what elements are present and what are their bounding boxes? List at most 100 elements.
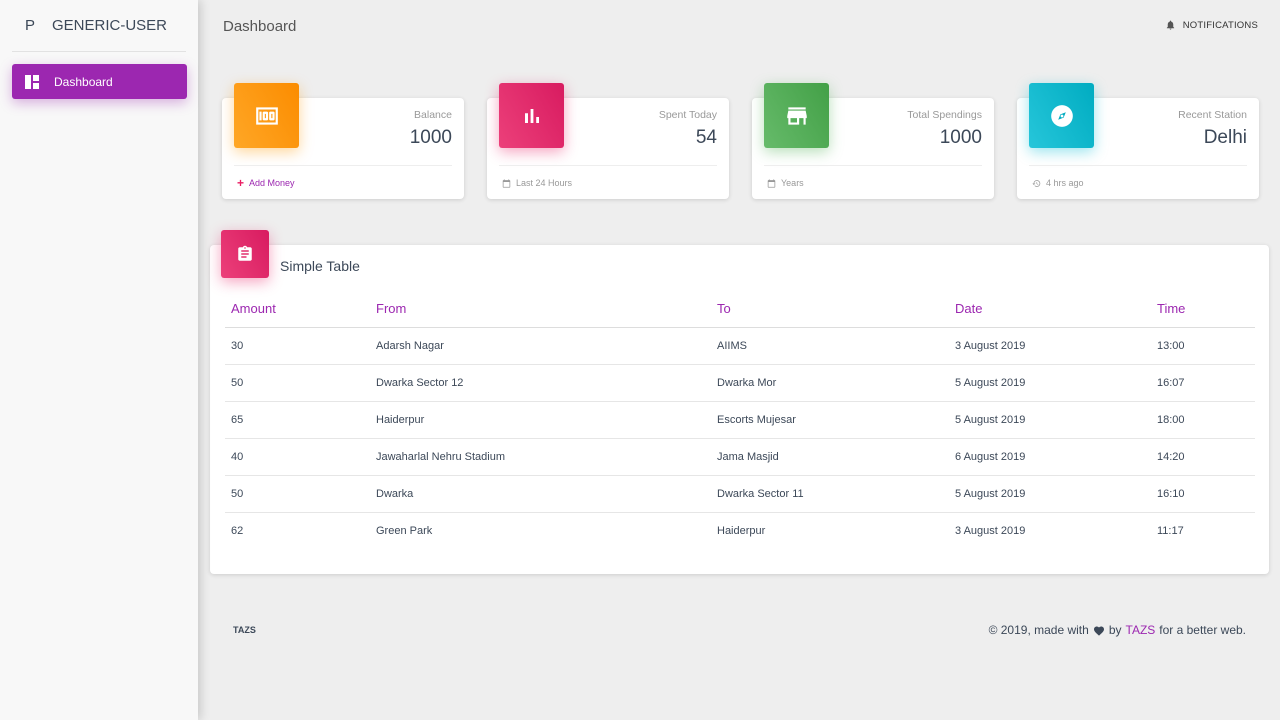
simple-table-card: Simple Table Amount From To Date Time 30…: [210, 230, 1269, 574]
stat-footer: Last 24 Hours: [502, 178, 572, 188]
stat-category: Recent Station: [1178, 109, 1247, 121]
cell-date: 3 August 2019: [949, 327, 1151, 365]
table-title: Simple Table: [280, 258, 360, 274]
cell-amount: 65: [225, 401, 370, 439]
cell-amount: 62: [231, 524, 244, 537]
stat-icon-box: [1029, 83, 1094, 148]
stat-footer-label: Years: [781, 178, 804, 188]
calendar-icon: [767, 178, 776, 188]
cell-to: Escorts Mujesar: [711, 401, 949, 439]
copyright-suffix: for a better web.: [1159, 623, 1246, 637]
stat-icon-box: [764, 83, 829, 148]
table-icon-box: [221, 230, 269, 278]
cell-from: Green Park: [376, 524, 433, 537]
divider: [1029, 165, 1247, 166]
cell-to: Dwarka Mor: [711, 364, 949, 402]
cell-time: 16:10: [1151, 475, 1255, 513]
cell-from: Haiderpur: [370, 401, 711, 439]
sidebar-item-dashboard[interactable]: Dashboard: [12, 64, 187, 99]
cell-from: Adarsh Nagar: [370, 327, 711, 365]
cell-amount: 30: [225, 327, 370, 365]
notifications-button[interactable]: NOTIFICATIONS: [1165, 19, 1258, 31]
cell-from: Dwarka: [370, 475, 711, 513]
divider: [499, 165, 717, 166]
stat-footer: Years: [767, 178, 804, 188]
footer-copyright: © 2019, made with by TAZS for a better w…: [989, 623, 1246, 637]
cell-date: 5 August 2019: [949, 475, 1151, 513]
brand-name: GENERIC-USER: [52, 17, 168, 34]
cell-to: Haiderpur: [717, 524, 766, 537]
cell-from: Jawaharlal Nehru Stadium: [370, 438, 711, 476]
cell-date: 5 August 2019: [949, 401, 1151, 439]
stat-value: 54: [695, 127, 717, 148]
stat-value: Delhi: [1203, 127, 1247, 148]
compass-icon: [1050, 104, 1073, 127]
stat-card-balance: Balance 1000 + Add Money: [222, 83, 464, 199]
add-money-label: Add Money: [249, 178, 295, 188]
notifications-label: NOTIFICATIONS: [1182, 19, 1258, 31]
brand-mini-logo: P: [25, 17, 36, 34]
cell-date: 6 August 2019: [949, 438, 1151, 476]
cell-to: AIIMS: [711, 327, 949, 365]
plus-icon: +: [237, 175, 245, 190]
sidebar: P GENERIC-USER Dashboard: [0, 0, 198, 720]
column-header-to: To: [711, 290, 949, 328]
bar-chart-icon: [524, 108, 539, 123]
clipboard-icon: [238, 245, 252, 261]
copyright-by: by: [1108, 623, 1122, 637]
money-icon: [255, 106, 278, 125]
cell-time: 13:00: [1151, 327, 1255, 365]
cell-date: 3 August 2019: [955, 524, 1026, 537]
footer-link-tazs-credit[interactable]: TAZS: [1125, 623, 1156, 637]
stat-icon-box: [234, 83, 299, 148]
stat-footer: 4 hrs ago: [1032, 178, 1084, 188]
store-icon: [786, 106, 807, 125]
footer-link-tazs[interactable]: TAZS: [233, 625, 256, 635]
table-row: 30 Adarsh Nagar AIIMS 3 August 2019 13:0…: [225, 327, 1255, 365]
cell-to: Dwarka Sector 11: [711, 475, 949, 513]
brand[interactable]: P GENERIC-USER: [12, 0, 186, 52]
cell-time: 16:07: [1151, 364, 1255, 402]
stat-value: 1000: [409, 127, 452, 148]
history-icon: [1032, 179, 1041, 187]
add-money-link[interactable]: + Add Money: [237, 175, 295, 190]
stat-card-total-spendings: Total Spendings 1000 Years: [752, 83, 994, 199]
column-header-time: Time: [1151, 290, 1255, 328]
stat-value: 1000: [939, 127, 982, 148]
cell-amount: 50: [225, 364, 370, 402]
dashboard-icon: [25, 74, 39, 89]
stat-icon-box: [499, 83, 564, 148]
column-header-from: From: [370, 290, 711, 328]
divider: [764, 165, 982, 166]
calendar-icon: [502, 178, 511, 188]
column-header-date: Date: [949, 290, 1151, 328]
bell-icon: [1166, 20, 1174, 30]
cell-date: 5 August 2019: [949, 364, 1151, 402]
cell-time: 18:00: [1151, 401, 1255, 439]
stat-footer-label: Last 24 Hours: [516, 178, 573, 188]
stat-footer-label: 4 hrs ago: [1046, 178, 1084, 188]
page-title: Dashboard: [223, 18, 297, 35]
cell-time: 14:20: [1151, 438, 1255, 476]
sidebar-item-label: Dashboard: [54, 74, 113, 89]
table-row: 50 Dwarka Dwarka Sector 11 5 August 2019…: [225, 475, 1255, 513]
table-row: 65 Haiderpur Escorts Mujesar 5 August 20…: [225, 401, 1255, 439]
copyright-prefix: © 2019, made with: [988, 623, 1089, 637]
stat-card-spent-today: Spent Today 54 Last 24 Hours: [487, 83, 729, 199]
cell-time: 11:17: [1157, 524, 1184, 537]
table-row: 62 Green Park Haiderpur 3 August 2019 11…: [225, 512, 1255, 549]
cell-from: Dwarka Sector 12: [370, 364, 711, 402]
cell-to: Jama Masjid: [711, 438, 949, 476]
stat-category: Balance: [414, 109, 452, 121]
cell-amount: 50: [225, 475, 370, 513]
stat-card-recent-station: Recent Station Delhi 4 hrs ago: [1017, 83, 1259, 199]
heart-icon: [1093, 626, 1104, 636]
table-row: 50 Dwarka Sector 12 Dwarka Mor 5 August …: [225, 364, 1255, 402]
stat-category: Total Spendings: [907, 109, 982, 121]
column-header-amount: Amount: [225, 290, 370, 328]
cell-amount: 40: [225, 438, 370, 476]
table-row: 40 Jawaharlal Nehru Stadium Jama Masjid …: [225, 438, 1255, 476]
table-header-row: Amount From To Date Time: [225, 290, 1255, 328]
trips-table: Amount From To Date Time 30 Adarsh Nagar…: [225, 290, 1255, 549]
stat-category: Spent Today: [658, 109, 717, 121]
